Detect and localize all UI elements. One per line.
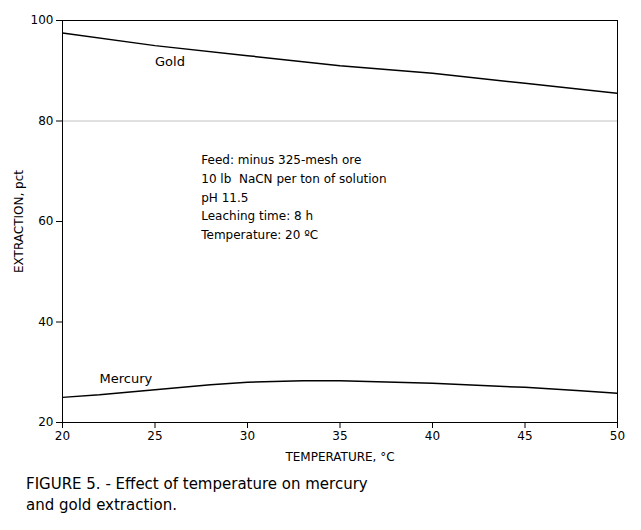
svg-text:50: 50 [610, 429, 625, 443]
svg-text:40: 40 [38, 315, 53, 329]
svg-text:30: 30 [240, 429, 255, 443]
svg-text:100: 100 [31, 13, 54, 27]
svg-text:Gold: Gold [155, 54, 185, 69]
svg-text:20: 20 [38, 415, 53, 429]
svg-text:TEMPERATURE, °C: TEMPERATURE, °C [284, 450, 394, 464]
svg-text:35: 35 [332, 429, 347, 443]
svg-text:Mercury: Mercury [100, 371, 153, 386]
svg-text:80: 80 [38, 114, 53, 128]
svg-text:20: 20 [55, 429, 70, 443]
svg-text:45: 45 [517, 429, 532, 443]
svg-text:EXTRACTION, pct: EXTRACTION, pct [12, 170, 26, 273]
html-text:FIGURE 5. - Effect of temperat: FIGURE 5. - Effect of temperature on mer… [26, 475, 368, 514]
svg-text:40: 40 [425, 429, 440, 443]
svg-text:25: 25 [147, 429, 162, 443]
svg-text:60: 60 [38, 214, 53, 228]
svg-text:Feed: minus 325-mesh ore10 lb: Feed: minus 325-mesh ore10 lb NaCN per t… [200, 153, 386, 241]
